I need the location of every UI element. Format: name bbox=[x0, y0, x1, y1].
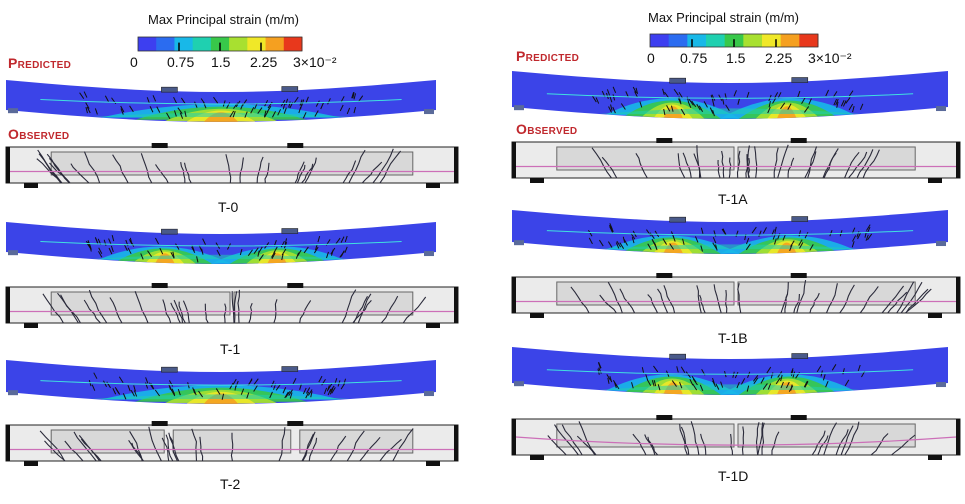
predicted-beam-t-2 bbox=[6, 360, 436, 404]
legend-tick-2-right: 1.5 bbox=[726, 50, 746, 66]
legend-tick-0-right: 0 bbox=[647, 50, 655, 66]
caption-t-1: T-1 bbox=[220, 341, 241, 357]
predicted-label-right: Predicted bbox=[516, 48, 580, 64]
observed-beam-t-0 bbox=[5, 143, 459, 188]
observed-beam-t-1a bbox=[511, 138, 961, 183]
legend-tick-4: 3×10⁻² bbox=[293, 54, 337, 70]
predicted-beam-t-0 bbox=[6, 80, 436, 122]
predicted-beam-t-1 bbox=[6, 222, 436, 264]
caption-t-2: T-2 bbox=[220, 476, 241, 492]
legend-tick-3-right: 2.25 bbox=[765, 50, 793, 66]
legend-tick-3: 2.25 bbox=[250, 54, 278, 70]
legend-tick-0: 0 bbox=[130, 54, 138, 70]
legend-tick-1-right: 0.75 bbox=[680, 50, 708, 66]
legend-colorbar-right bbox=[649, 33, 819, 48]
legend-tick-4-right: 3×10⁻² bbox=[808, 50, 852, 66]
legend-tick-1: 0.75 bbox=[167, 54, 195, 70]
observed-label-right: Observed bbox=[516, 121, 578, 137]
legend-title-right: Max Principal strain (m/m) bbox=[648, 10, 799, 25]
legend-colorbar-left bbox=[137, 36, 303, 52]
observed-beam-t-1 bbox=[5, 283, 459, 328]
predicted-label-left: Predicted bbox=[8, 55, 72, 71]
predicted-beam-t-1b bbox=[512, 210, 948, 254]
caption-t-1a: T-1A bbox=[718, 191, 748, 207]
caption-t-0: T-0 bbox=[218, 199, 239, 215]
caption-t-1b: T-1B bbox=[718, 330, 748, 346]
legend-tick-2: 1.5 bbox=[211, 54, 231, 70]
observed-beam-t-2 bbox=[5, 421, 459, 466]
predicted-beam-t-1a bbox=[512, 71, 948, 119]
legend-title-left: Max Principal strain (m/m) bbox=[148, 12, 299, 27]
observed-beam-t-1d bbox=[511, 415, 961, 460]
caption-t-1d: T-1D bbox=[718, 468, 749, 484]
predicted-beam-t-1d bbox=[512, 347, 948, 395]
observed-beam-t-1b bbox=[511, 273, 961, 318]
observed-label-left: Observed bbox=[8, 126, 70, 142]
